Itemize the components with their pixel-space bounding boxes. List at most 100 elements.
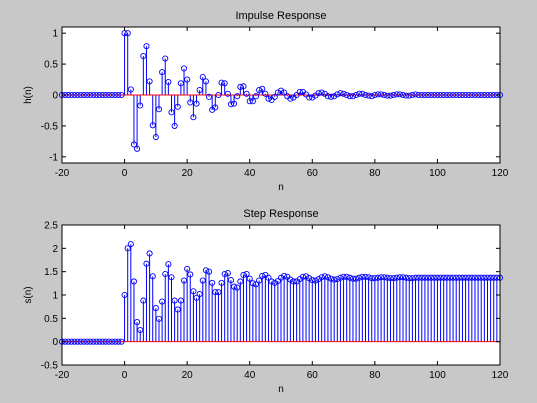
impulse-stem-marker [378, 91, 385, 98]
step-stem-marker [421, 274, 428, 281]
impulse-x-ticks: -20 0 20 40 60 80 100 120 [55, 27, 509, 179]
impulse-stem-marker [246, 98, 253, 105]
step-stem-marker [302, 273, 310, 280]
impulse-stem-marker [112, 91, 119, 99]
impulse-stem-marker [393, 91, 400, 98]
impulse-stem-marker [365, 92, 372, 99]
impulse-stem-marker [424, 91, 432, 99]
impulse-stem-marker [90, 91, 97, 99]
impulse-stem-marker [465, 91, 472, 99]
step-stem-marker [371, 275, 378, 282]
impulse-stem-marker [293, 91, 300, 99]
impulse-x-tick-label: 20 [182, 168, 194, 179]
impulse-stem-marker [224, 90, 231, 97]
impulse-stem-marker [146, 78, 153, 85]
step-stem-marker [240, 271, 247, 278]
impulse-stem-marker [159, 69, 166, 76]
step-stem-marker [493, 274, 500, 281]
step-stem-marker [434, 274, 441, 281]
impulse-stem-marker [187, 99, 194, 106]
impulse-title: Impulse Response [235, 10, 326, 22]
step-y-tick-label: 0.5 [44, 314, 58, 325]
impulse-stem-marker [446, 91, 453, 99]
impulse-stem-marker [205, 93, 213, 100]
step-stem-marker [387, 275, 394, 282]
step-stem-marker [362, 273, 369, 280]
impulse-stem-marker [415, 91, 422, 99]
step-stem-marker [365, 274, 372, 281]
step-stem-marker [359, 273, 366, 280]
impulse-stem-marker [349, 93, 357, 100]
impulse-stem-marker [368, 93, 375, 100]
step-stem-marker [290, 278, 297, 285]
impulse-stem-marker [337, 90, 344, 97]
impulse-stem-marker [262, 90, 269, 97]
step-stem-marker [218, 279, 225, 286]
step-stem-marker [443, 274, 450, 281]
step-stem-marker [299, 273, 306, 280]
step-stem-marker [490, 274, 497, 281]
step-stem-marker [453, 274, 460, 281]
impulse-stem-marker [334, 91, 341, 98]
impulse-stem-marker [143, 43, 150, 50]
impulse-stem-marker [475, 91, 482, 99]
impulse-stem-marker [484, 91, 491, 99]
impulse-x-tick-label: 40 [244, 168, 256, 179]
impulse-stem-marker [137, 102, 144, 109]
step-stem-marker [396, 274, 403, 281]
step-stem-marker [212, 289, 219, 296]
impulse-stem-marker [359, 90, 366, 97]
impulse-stem-marker [93, 91, 100, 99]
impulse-stem-marker [109, 91, 116, 99]
impulse-stem-marker [249, 98, 256, 105]
step-stem-marker [315, 276, 322, 283]
impulse-stem-marker [356, 90, 363, 97]
impulse-stem-marker [487, 91, 494, 99]
impulse-stem-marker [77, 91, 84, 99]
step-stem-marker [478, 274, 485, 281]
step-stem-marker [205, 268, 213, 275]
impulse-y-label: h(n) [23, 86, 34, 104]
impulse-x-label: n [278, 182, 284, 193]
impulse-stem-marker [165, 78, 172, 86]
step-x-ticks: -20 0 20 40 60 80 100 120 [55, 225, 509, 381]
impulse-stem-marker [331, 93, 338, 100]
impulse-stem-marker [328, 93, 335, 100]
step-stem-marker [137, 326, 144, 334]
impulse-stem-marker [468, 91, 475, 99]
impulse-stem-marker [134, 145, 141, 152]
step-stem-marker [331, 276, 338, 283]
step-stem-marker [149, 273, 156, 280]
impulse-stem-marker [346, 93, 353, 100]
impulse-x-tick-label: 0 [122, 168, 128, 179]
impulse-stem-marker [202, 78, 209, 85]
step-stem-marker [465, 274, 472, 281]
step-stem-marker [187, 271, 194, 278]
impulse-stem-marker [240, 83, 247, 90]
impulse-stem-marker [271, 93, 278, 100]
step-stem-marker [368, 275, 375, 282]
impulse-stem-marker [184, 76, 191, 83]
impulse-stem-marker [459, 91, 466, 99]
impulse-stem-marker [371, 91, 378, 99]
impulse-stem-marker [324, 93, 331, 100]
step-stem-marker [127, 241, 134, 248]
impulse-stem-marker [440, 91, 447, 99]
impulse-stem-marker [130, 141, 138, 148]
impulse-stem-marker [221, 80, 228, 87]
impulse-stem-marker [399, 91, 407, 99]
step-x-tick-label: 0 [122, 370, 128, 381]
impulse-stem-marker [155, 106, 163, 113]
step-stem-marker [71, 338, 78, 345]
impulse-stem-marker [105, 91, 112, 99]
impulse-stem-marker [431, 91, 438, 99]
step-stem-marker [159, 298, 166, 305]
impulse-stem-marker [74, 91, 81, 99]
step-stem-marker [124, 245, 131, 252]
step-stem-marker [80, 338, 87, 345]
impulse-stem-marker [231, 100, 238, 107]
step-stem-marker [221, 270, 228, 278]
step-stem-marker [318, 274, 325, 281]
step-stem-marker [306, 275, 313, 282]
step-stem-marker [471, 274, 479, 281]
